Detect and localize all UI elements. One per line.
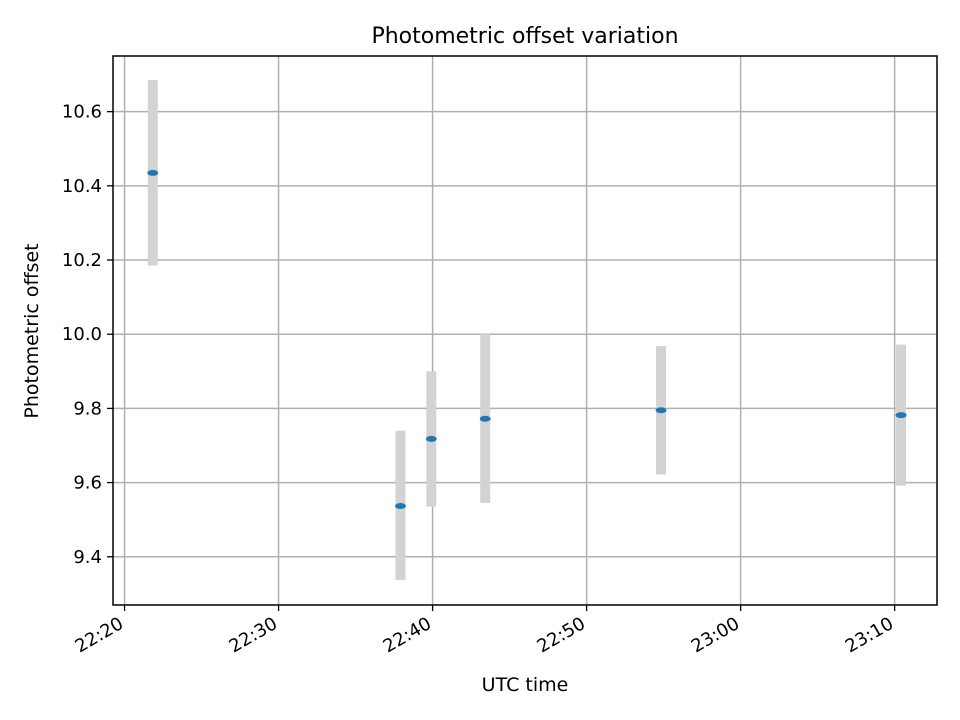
data-point [655, 407, 667, 414]
chart-title: Photometric offset variation [371, 24, 678, 49]
x-tick-label: 22:30 [226, 613, 281, 657]
x-tick-label: 22:40 [380, 613, 435, 657]
grid-lines [113, 56, 937, 605]
data-point [395, 502, 407, 509]
data-point [479, 415, 491, 422]
x-axis-label: UTC time [482, 674, 569, 696]
data-points [147, 169, 907, 509]
data-point [147, 169, 159, 176]
x-tick-label: 23:10 [842, 613, 897, 657]
y-tick-label: 10.0 [62, 324, 102, 345]
y-tick-label: 9.8 [73, 398, 102, 419]
data-point [895, 412, 907, 419]
y-axis-label: Photometric offset [21, 243, 43, 418]
y-tick-label: 9.4 [73, 547, 102, 568]
y-tick-label: 10.2 [62, 250, 102, 271]
x-tick-label: 22:50 [534, 613, 589, 657]
error-bars [147, 80, 907, 581]
x-tick-label: 22:20 [72, 613, 127, 657]
y-axis-ticks: 9.4 9.6 9.8 10.0 10.2 10.4 10.6 [62, 102, 113, 568]
x-axis-ticks: 22:20 22:30 22:40 22:50 23:00 23:10 [72, 605, 897, 657]
y-tick-label: 10.6 [62, 102, 102, 123]
x-tick-label: 23:00 [688, 613, 743, 657]
data-point [425, 435, 437, 442]
y-tick-label: 10.4 [62, 176, 102, 197]
plot-area-frame [112, 55, 938, 606]
y-tick-label: 9.6 [73, 473, 102, 494]
